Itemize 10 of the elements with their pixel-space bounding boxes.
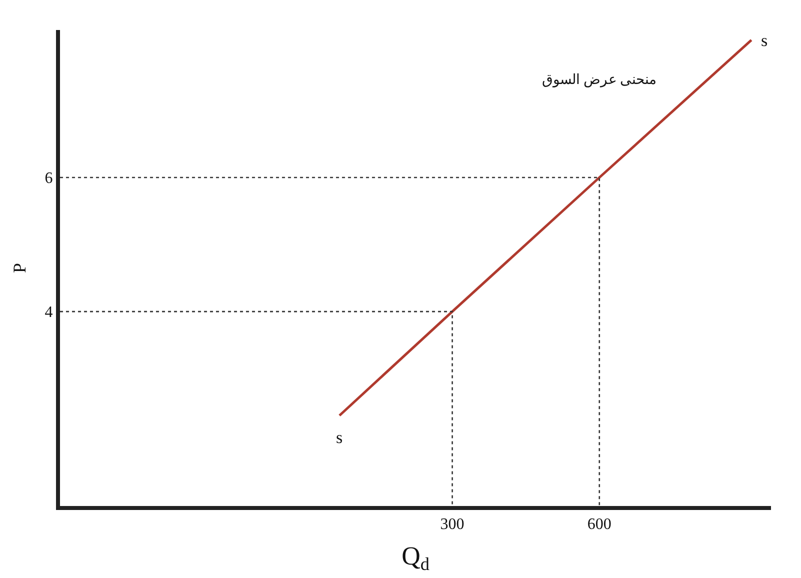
annotation: منحنى عرض السوق [542, 73, 657, 88]
y-tick-label: 6 [44, 170, 53, 188]
x-tick-label: 300 [440, 516, 464, 534]
y-tick-label: 4 [44, 304, 53, 322]
line-series [338, 38, 753, 417]
annotation: s [761, 31, 768, 50]
annotation: s [336, 428, 343, 447]
x-tick-label: 600 [587, 516, 612, 534]
y-axis-title: P [10, 262, 30, 274]
x-axis-title: Q$_{d}$ [402, 541, 430, 574]
